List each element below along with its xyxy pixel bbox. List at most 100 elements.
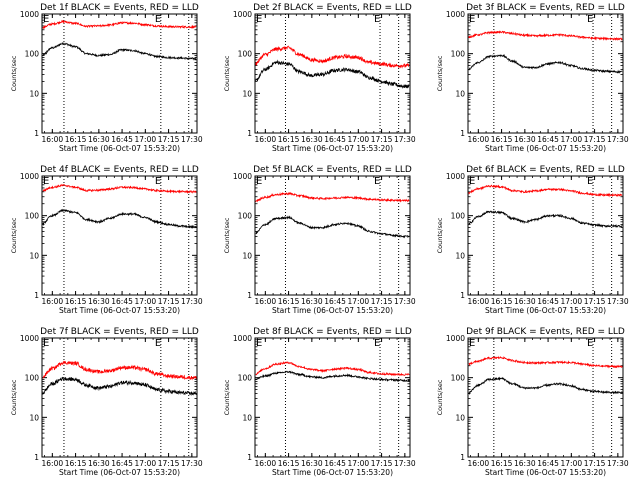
y-tick-label: 1 bbox=[460, 129, 465, 138]
series-line-lld bbox=[42, 19, 197, 30]
y-tick-label: 10 bbox=[29, 413, 39, 422]
x-tick-label: 16:45 bbox=[324, 459, 346, 468]
y-tick-label: 1000 bbox=[233, 172, 252, 181]
y-tick-label: 10 bbox=[455, 413, 465, 422]
axes-frame bbox=[41, 175, 198, 296]
x-tick-label: 17:00 bbox=[561, 297, 583, 306]
x-tick-label: 17:30 bbox=[394, 459, 416, 468]
x-tick-label: 16:30 bbox=[88, 297, 110, 306]
panel-7: Det 7f BLACK = Events, RED = LLD 1 10 100 10… bbox=[10, 327, 203, 477]
x-tick-label: 16:00 bbox=[42, 459, 64, 468]
series-line-lld bbox=[42, 360, 197, 381]
axes-frame bbox=[254, 13, 411, 134]
flag-label: E bbox=[43, 14, 49, 25]
x-tick-label: 17:00 bbox=[135, 135, 157, 144]
flag-label: E bbox=[155, 338, 161, 349]
axes-frame bbox=[254, 175, 411, 296]
y-tick-label: 100 bbox=[238, 374, 253, 383]
x-tick-label: 16:30 bbox=[88, 459, 110, 468]
flag-label: E bbox=[43, 176, 49, 187]
x-axis-label: Start Time (06-Oct-07 15:53:20) bbox=[59, 468, 180, 477]
series-line-events bbox=[42, 376, 197, 396]
y-tick-label: 1 bbox=[247, 291, 252, 300]
x-tick-label: 17:15 bbox=[158, 459, 180, 468]
y-tick-label: 1 bbox=[460, 453, 465, 462]
y-tick-label: 1 bbox=[34, 453, 39, 462]
x-axis-label: Start Time (06-Oct-07 15:53:20) bbox=[485, 144, 606, 153]
flag-label: E bbox=[469, 338, 475, 349]
x-tick-label: 16:45 bbox=[324, 135, 346, 144]
x-tick-label: 16:30 bbox=[301, 135, 323, 144]
x-tick-label: 16:15 bbox=[65, 135, 87, 144]
panel-3: Det 3f BLACK = Events, RED = LLD 1 10 100 10… bbox=[436, 3, 629, 153]
panel-6: Det 6f BLACK = Events, RED = LLD 1 10 100 10… bbox=[436, 165, 629, 315]
series-line-events bbox=[468, 53, 623, 74]
panel-title: Det 7f BLACK = Events, RED = LLD bbox=[40, 327, 199, 337]
x-tick-label: 16:15 bbox=[65, 297, 87, 306]
y-tick-label: 1 bbox=[34, 129, 39, 138]
axes-frame bbox=[467, 175, 624, 296]
y-tick-label: 1000 bbox=[446, 10, 465, 19]
y-tick-label: 1000 bbox=[20, 172, 39, 181]
axes-frame bbox=[467, 13, 624, 134]
x-tick-label: 16:45 bbox=[111, 135, 133, 144]
x-tick-label: 16:15 bbox=[278, 135, 300, 144]
flag-label: E bbox=[43, 338, 49, 349]
x-tick-label: 17:00 bbox=[348, 459, 370, 468]
y-tick-label: 100 bbox=[451, 212, 466, 221]
y-tick-label: 100 bbox=[238, 50, 253, 59]
panel-title: Det 3f BLACK = Events, RED = LLD bbox=[466, 3, 625, 13]
x-axis-label: Start Time (06-Oct-07 15:53:20) bbox=[272, 306, 393, 315]
panel-5: Det 5f BLACK = Events, RED = LLD 1 10 100 10… bbox=[223, 165, 416, 315]
series-line-events bbox=[468, 210, 623, 229]
series-line-events bbox=[255, 59, 410, 89]
x-tick-label: 17:30 bbox=[607, 297, 629, 306]
y-tick-label: 10 bbox=[455, 251, 465, 260]
y-axis-label: Counts/sec bbox=[436, 379, 444, 415]
x-tick-label: 16:15 bbox=[65, 459, 87, 468]
y-tick-label: 1 bbox=[460, 291, 465, 300]
x-tick-label: 16:15 bbox=[278, 297, 300, 306]
y-tick-label: 100 bbox=[25, 374, 40, 383]
flag-label: E bbox=[469, 14, 475, 25]
y-axis-label: Counts/sec bbox=[10, 379, 18, 415]
x-tick-label: 17:00 bbox=[561, 459, 583, 468]
flag-label: E bbox=[587, 14, 593, 25]
x-tick-label: 16:00 bbox=[468, 135, 490, 144]
y-axis-label: Counts/sec bbox=[10, 55, 18, 91]
x-tick-label: 16:30 bbox=[514, 135, 536, 144]
x-axis-label: Start Time (06-Oct-07 15:53:20) bbox=[272, 144, 393, 153]
flag-label: E bbox=[155, 14, 161, 25]
y-axis-label: Counts/sec bbox=[223, 379, 231, 415]
series-line-lld bbox=[468, 30, 623, 41]
series-line-events bbox=[468, 376, 623, 395]
x-tick-label: 16:30 bbox=[301, 297, 323, 306]
y-tick-label: 1000 bbox=[233, 334, 252, 343]
y-axis-label: Counts/sec bbox=[223, 217, 231, 253]
y-tick-label: 10 bbox=[29, 89, 39, 98]
x-tick-label: 17:15 bbox=[584, 297, 606, 306]
series-line-events bbox=[42, 41, 197, 61]
x-tick-label: 16:45 bbox=[537, 459, 559, 468]
axes-frame bbox=[467, 337, 624, 458]
y-tick-label: 1 bbox=[34, 291, 39, 300]
x-tick-label: 17:00 bbox=[135, 459, 157, 468]
panel-title: Det 4f BLACK = Events, RED = LLD bbox=[40, 165, 199, 175]
y-tick-label: 10 bbox=[242, 251, 252, 260]
x-tick-label: 16:45 bbox=[111, 297, 133, 306]
x-tick-label: 17:15 bbox=[158, 297, 180, 306]
flag-label: E bbox=[587, 338, 593, 349]
axes-frame bbox=[41, 13, 198, 134]
x-tick-label: 17:00 bbox=[348, 297, 370, 306]
x-axis-label: Start Time (06-Oct-07 15:53:20) bbox=[59, 144, 180, 153]
x-tick-label: 17:15 bbox=[371, 459, 393, 468]
x-tick-label: 16:00 bbox=[42, 297, 64, 306]
flag-label: E bbox=[256, 14, 262, 25]
x-tick-label: 16:00 bbox=[255, 459, 277, 468]
series-line-lld bbox=[468, 184, 623, 198]
series-line-lld bbox=[255, 191, 410, 203]
panel-title: Det 5f BLACK = Events, RED = LLD bbox=[253, 165, 412, 175]
y-tick-label: 100 bbox=[238, 212, 253, 221]
